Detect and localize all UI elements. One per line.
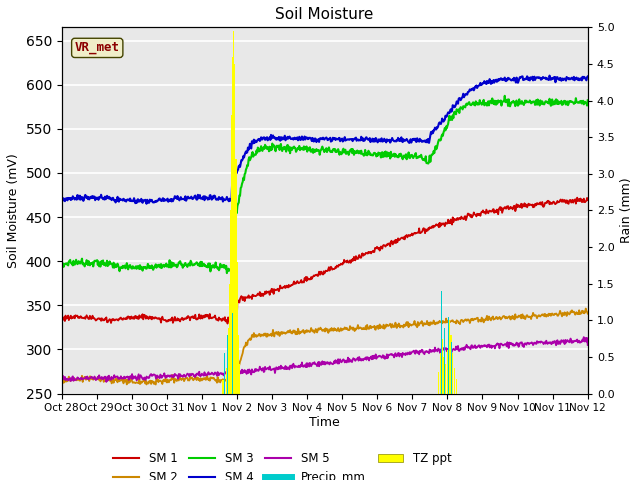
Y-axis label: Rain (mm): Rain (mm) bbox=[620, 178, 633, 243]
Bar bbox=[229, 284, 230, 394]
Bar bbox=[452, 353, 453, 394]
Bar bbox=[227, 335, 228, 394]
Bar bbox=[226, 368, 227, 394]
Bar bbox=[228, 328, 229, 394]
Bar bbox=[448, 317, 449, 394]
Y-axis label: Soil Moisture (mV): Soil Moisture (mV) bbox=[7, 153, 20, 268]
Bar bbox=[227, 353, 228, 394]
Bar bbox=[232, 313, 233, 394]
Title: Soil Moisture: Soil Moisture bbox=[275, 7, 374, 22]
X-axis label: Time: Time bbox=[309, 416, 340, 429]
Bar bbox=[224, 353, 225, 394]
Bar bbox=[449, 320, 450, 394]
Bar bbox=[438, 372, 439, 394]
Bar bbox=[442, 339, 443, 394]
Bar bbox=[239, 364, 240, 394]
Bar bbox=[441, 291, 442, 394]
Bar bbox=[440, 353, 441, 394]
Text: VR_met: VR_met bbox=[75, 41, 120, 54]
Bar bbox=[233, 31, 234, 394]
Bar bbox=[222, 381, 223, 394]
Bar bbox=[447, 349, 448, 394]
Bar bbox=[445, 364, 446, 394]
Bar bbox=[231, 115, 232, 394]
Bar bbox=[451, 342, 452, 394]
Bar bbox=[237, 335, 239, 394]
Bar bbox=[234, 64, 236, 394]
Bar bbox=[454, 368, 455, 394]
Bar bbox=[224, 377, 225, 394]
Bar bbox=[236, 262, 237, 394]
Bar bbox=[230, 210, 231, 394]
Bar bbox=[451, 335, 452, 394]
Bar bbox=[444, 328, 445, 394]
Bar bbox=[456, 379, 457, 394]
Legend: SM 1, SM 2, SM 3, SM 4, SM 5, Precip_mm, TZ ppt: SM 1, SM 2, SM 3, SM 4, SM 5, Precip_mm,… bbox=[109, 447, 456, 480]
Bar bbox=[236, 159, 237, 394]
Bar bbox=[444, 357, 445, 394]
Bar bbox=[232, 57, 234, 394]
